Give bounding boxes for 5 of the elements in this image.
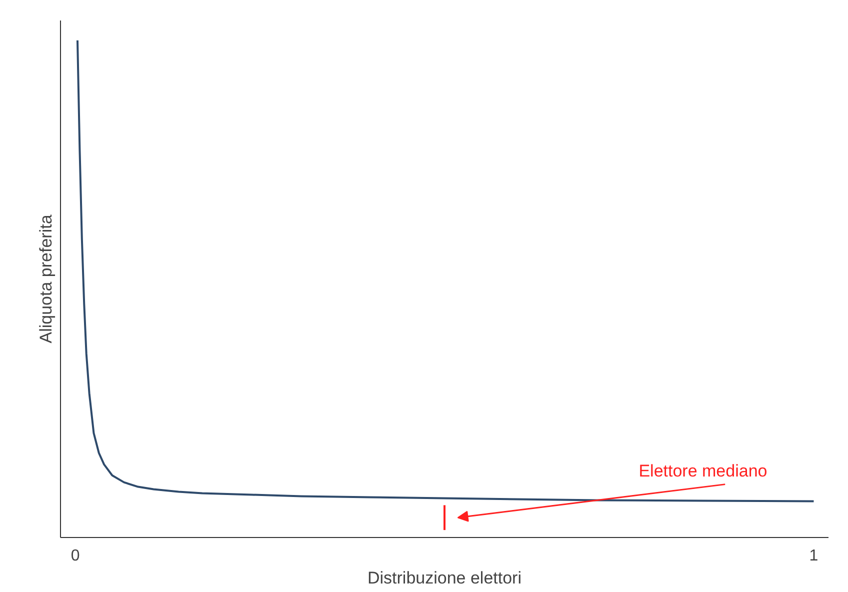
text: Elettore mediano [638, 461, 768, 480]
y-axis-title: Aliquota preferita [36, 214, 56, 344]
x-tick-label: 1 [809, 548, 818, 564]
x-axis-title: Distribuzione elettori [367, 568, 522, 588]
x-tick-label: 0 [70, 548, 80, 564]
